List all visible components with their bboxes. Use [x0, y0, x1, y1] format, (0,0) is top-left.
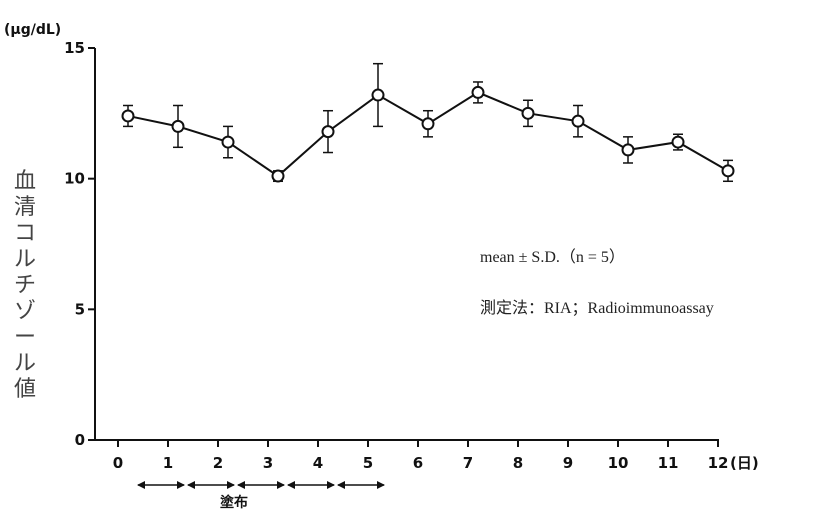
- data-series: [121, 62, 735, 183]
- data-point: [171, 119, 185, 133]
- data-point: [671, 135, 685, 149]
- data-point: [271, 169, 285, 183]
- y-tick-label: 0: [75, 431, 85, 449]
- y-axis-label-char: 血: [14, 169, 36, 194]
- data-point: [371, 88, 385, 102]
- application-period: 塗布: [137, 481, 385, 511]
- x-tick-label: 3: [263, 454, 273, 472]
- x-tick-label: 9: [563, 454, 573, 472]
- data-point: [571, 114, 585, 128]
- data-point: [621, 143, 635, 157]
- x-ticks: 0 1 2 3 4 5 6 7 8 9 10 11 12 (日): [113, 440, 759, 472]
- y-tick-label: 10: [64, 170, 85, 188]
- x-tick-label: 7: [463, 454, 473, 472]
- y-axis-label-char: 値: [14, 377, 36, 402]
- x-axis: 0 1 2 3 4 5 6 7 8 9 10 11 12 (日): [95, 439, 759, 472]
- y-axis-label-char: チ: [14, 273, 36, 298]
- data-point: [521, 106, 535, 120]
- y-axis-label-char: ー: [14, 325, 36, 350]
- x-tick-label: 1: [163, 454, 173, 472]
- data-point: [221, 135, 235, 149]
- y-tick-label: 15: [64, 39, 85, 57]
- x-tick-label: 6: [413, 454, 423, 472]
- x-tick-label: 8: [513, 454, 523, 472]
- x-tick-label: 0: [113, 454, 123, 472]
- x-tick-label: 10: [608, 454, 629, 472]
- y-unit-label: (μg/dL): [4, 22, 61, 38]
- y-axis-label-char: ル: [14, 351, 36, 376]
- x-tick-label: 12: [708, 454, 729, 472]
- x-tick-label: 5: [363, 454, 373, 472]
- y-axis-label-char: コ: [14, 221, 36, 246]
- data-point: [321, 125, 335, 139]
- data-point: [471, 85, 485, 99]
- data-point: [421, 117, 435, 131]
- x-unit-label: (日): [730, 454, 759, 472]
- data-point: [721, 164, 735, 178]
- x-tick-label: 4: [313, 454, 323, 472]
- y-axis-label-char: ゾ: [14, 299, 36, 324]
- y-axis-label-char: ル: [14, 247, 36, 272]
- y-ticks: 0 5 10 15: [64, 39, 95, 449]
- x-tick-label: 11: [658, 454, 679, 472]
- data-point: [121, 109, 135, 123]
- method-note: 測定法：RIA；Radioimmunoassay: [480, 299, 714, 317]
- application-label: 塗布: [220, 494, 248, 511]
- y-tick-label: 5: [75, 300, 85, 318]
- x-tick-label: 2: [213, 454, 223, 472]
- stats-note: mean ± S.D.（n = 5）: [480, 248, 625, 266]
- y-axis-label-char: 清: [14, 195, 36, 220]
